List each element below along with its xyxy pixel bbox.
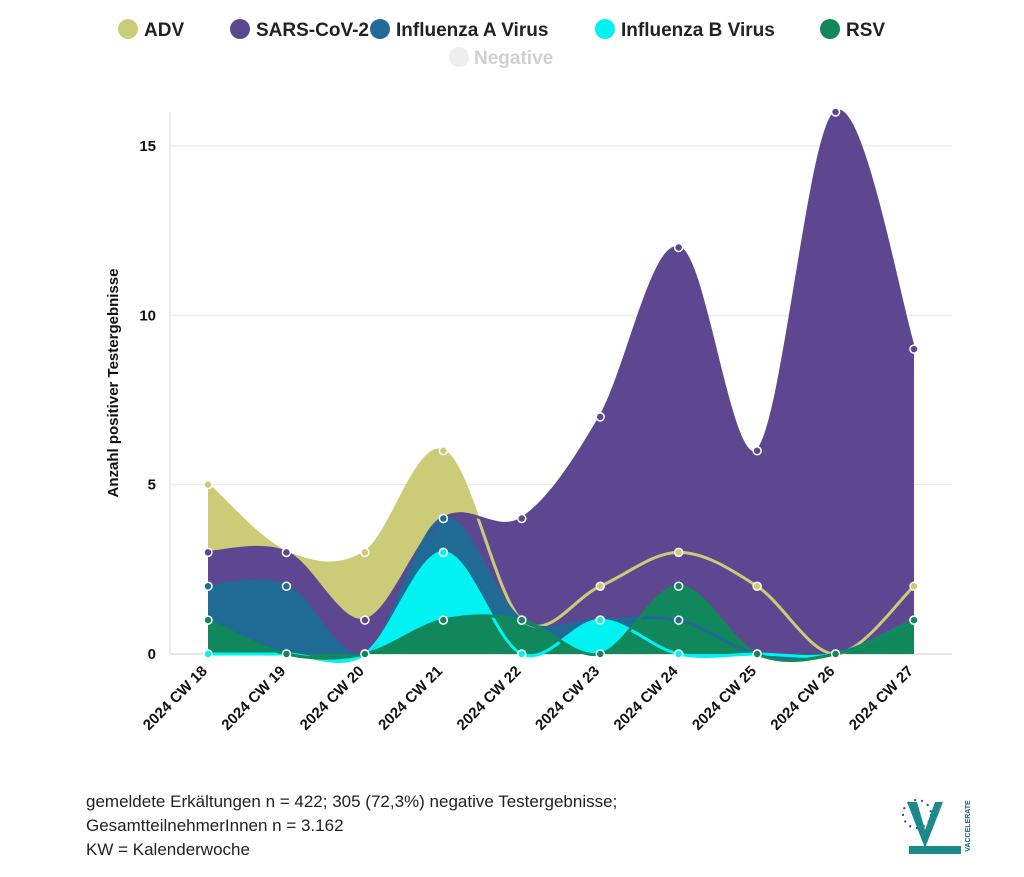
point-marker — [438, 615, 449, 625]
x-tick-label: 2024 CW 27 — [846, 663, 917, 734]
legend-symbol — [820, 19, 840, 39]
logo-v — [907, 802, 943, 848]
point-marker — [438, 513, 449, 524]
logo: VACCELERATE — [902, 799, 972, 854]
point-marker — [281, 581, 292, 591]
x-tick-label: 2024 CW 23 — [532, 663, 603, 734]
area-fill — [208, 552, 914, 662]
point-marker — [203, 615, 213, 625]
legend-symbol — [595, 19, 615, 39]
y-tick-label: 5 — [148, 477, 156, 494]
point-marker — [673, 242, 684, 253]
point-marker — [517, 649, 527, 659]
point-marker — [830, 107, 841, 117]
point-marker — [360, 649, 370, 659]
point-marker — [438, 547, 449, 558]
x-tick-label: 2024 CW 20 — [297, 663, 368, 734]
x-tick-label: 2024 CW 24 — [611, 662, 682, 733]
legend-label: SARS-CoV-2 — [256, 20, 369, 41]
x-tick-label: 2024 CW 18 — [140, 663, 211, 734]
point-marker — [909, 344, 919, 354]
x-tick-label: 2024 CW 21 — [375, 663, 446, 734]
point-marker — [909, 581, 919, 591]
x-tick-label: 2024 CW 25 — [689, 663, 760, 734]
point-marker — [517, 513, 527, 524]
legend-label: RSV — [846, 20, 885, 41]
point-marker — [281, 547, 292, 558]
point-marker — [595, 649, 605, 659]
legend-symbol — [230, 19, 250, 39]
point-marker — [752, 446, 762, 456]
logo-bar — [909, 846, 961, 854]
y-tick-label: 15 — [139, 138, 156, 155]
area-fill — [208, 518, 914, 659]
point-marker — [517, 615, 527, 625]
series-line — [207, 109, 916, 622]
footnote-line: GesamtteilnehmerInnen n = 3.162 — [86, 816, 344, 835]
point-marker — [752, 649, 762, 659]
logo-text: VACCELERATE — [965, 800, 972, 852]
point-marker — [203, 581, 213, 591]
x-tick-label: 2024 CW 22 — [454, 663, 525, 734]
legend-label: Influenza A Virus — [396, 20, 548, 41]
legend-label: ADV — [144, 20, 184, 41]
point-marker — [909, 615, 919, 625]
point-marker — [673, 615, 684, 625]
point-marker — [673, 581, 684, 591]
point-marker — [830, 649, 841, 659]
y-tick-label: 0 — [148, 646, 156, 663]
legend-symbol — [118, 19, 138, 39]
point-marker — [595, 615, 605, 625]
point-marker — [203, 479, 213, 490]
x-tick-label: 2024 CW 19 — [218, 663, 289, 734]
point-marker — [673, 547, 684, 558]
legend-symbol — [449, 47, 469, 67]
point-marker — [673, 649, 684, 659]
legend-label: Influenza B Virus — [621, 20, 775, 41]
point-marker — [752, 581, 762, 591]
legend-label: Negative — [474, 48, 553, 69]
point-marker — [203, 547, 213, 558]
x-tick-label: 2024 CW 26 — [767, 663, 838, 734]
area-fill — [208, 586, 914, 661]
chart: Anzahl positiver Testergebnisse 0 5 10 15 20… — [105, 19, 952, 734]
legend-symbol — [370, 19, 390, 39]
y-axis-title: Anzahl positiver Testergebnisse — [105, 269, 122, 498]
point-marker — [438, 446, 449, 456]
series-line — [208, 550, 915, 663]
point-marker — [360, 547, 370, 558]
point-marker — [360, 615, 370, 625]
footnote-line: gemeldete Erkältungen n = 422; 305 (72,3… — [86, 792, 618, 811]
footnote: gemeldete Erkältungen n = 422; 305 (72,3… — [86, 790, 617, 862]
point-marker — [595, 412, 605, 422]
series-line — [207, 584, 915, 663]
y-tick-label: 10 — [139, 307, 156, 324]
area-fill — [208, 111, 914, 655]
point-marker — [281, 649, 292, 659]
point-marker — [203, 649, 213, 659]
footnote-line: KW = Kalenderwoche — [86, 840, 250, 859]
point-marker — [595, 581, 605, 591]
